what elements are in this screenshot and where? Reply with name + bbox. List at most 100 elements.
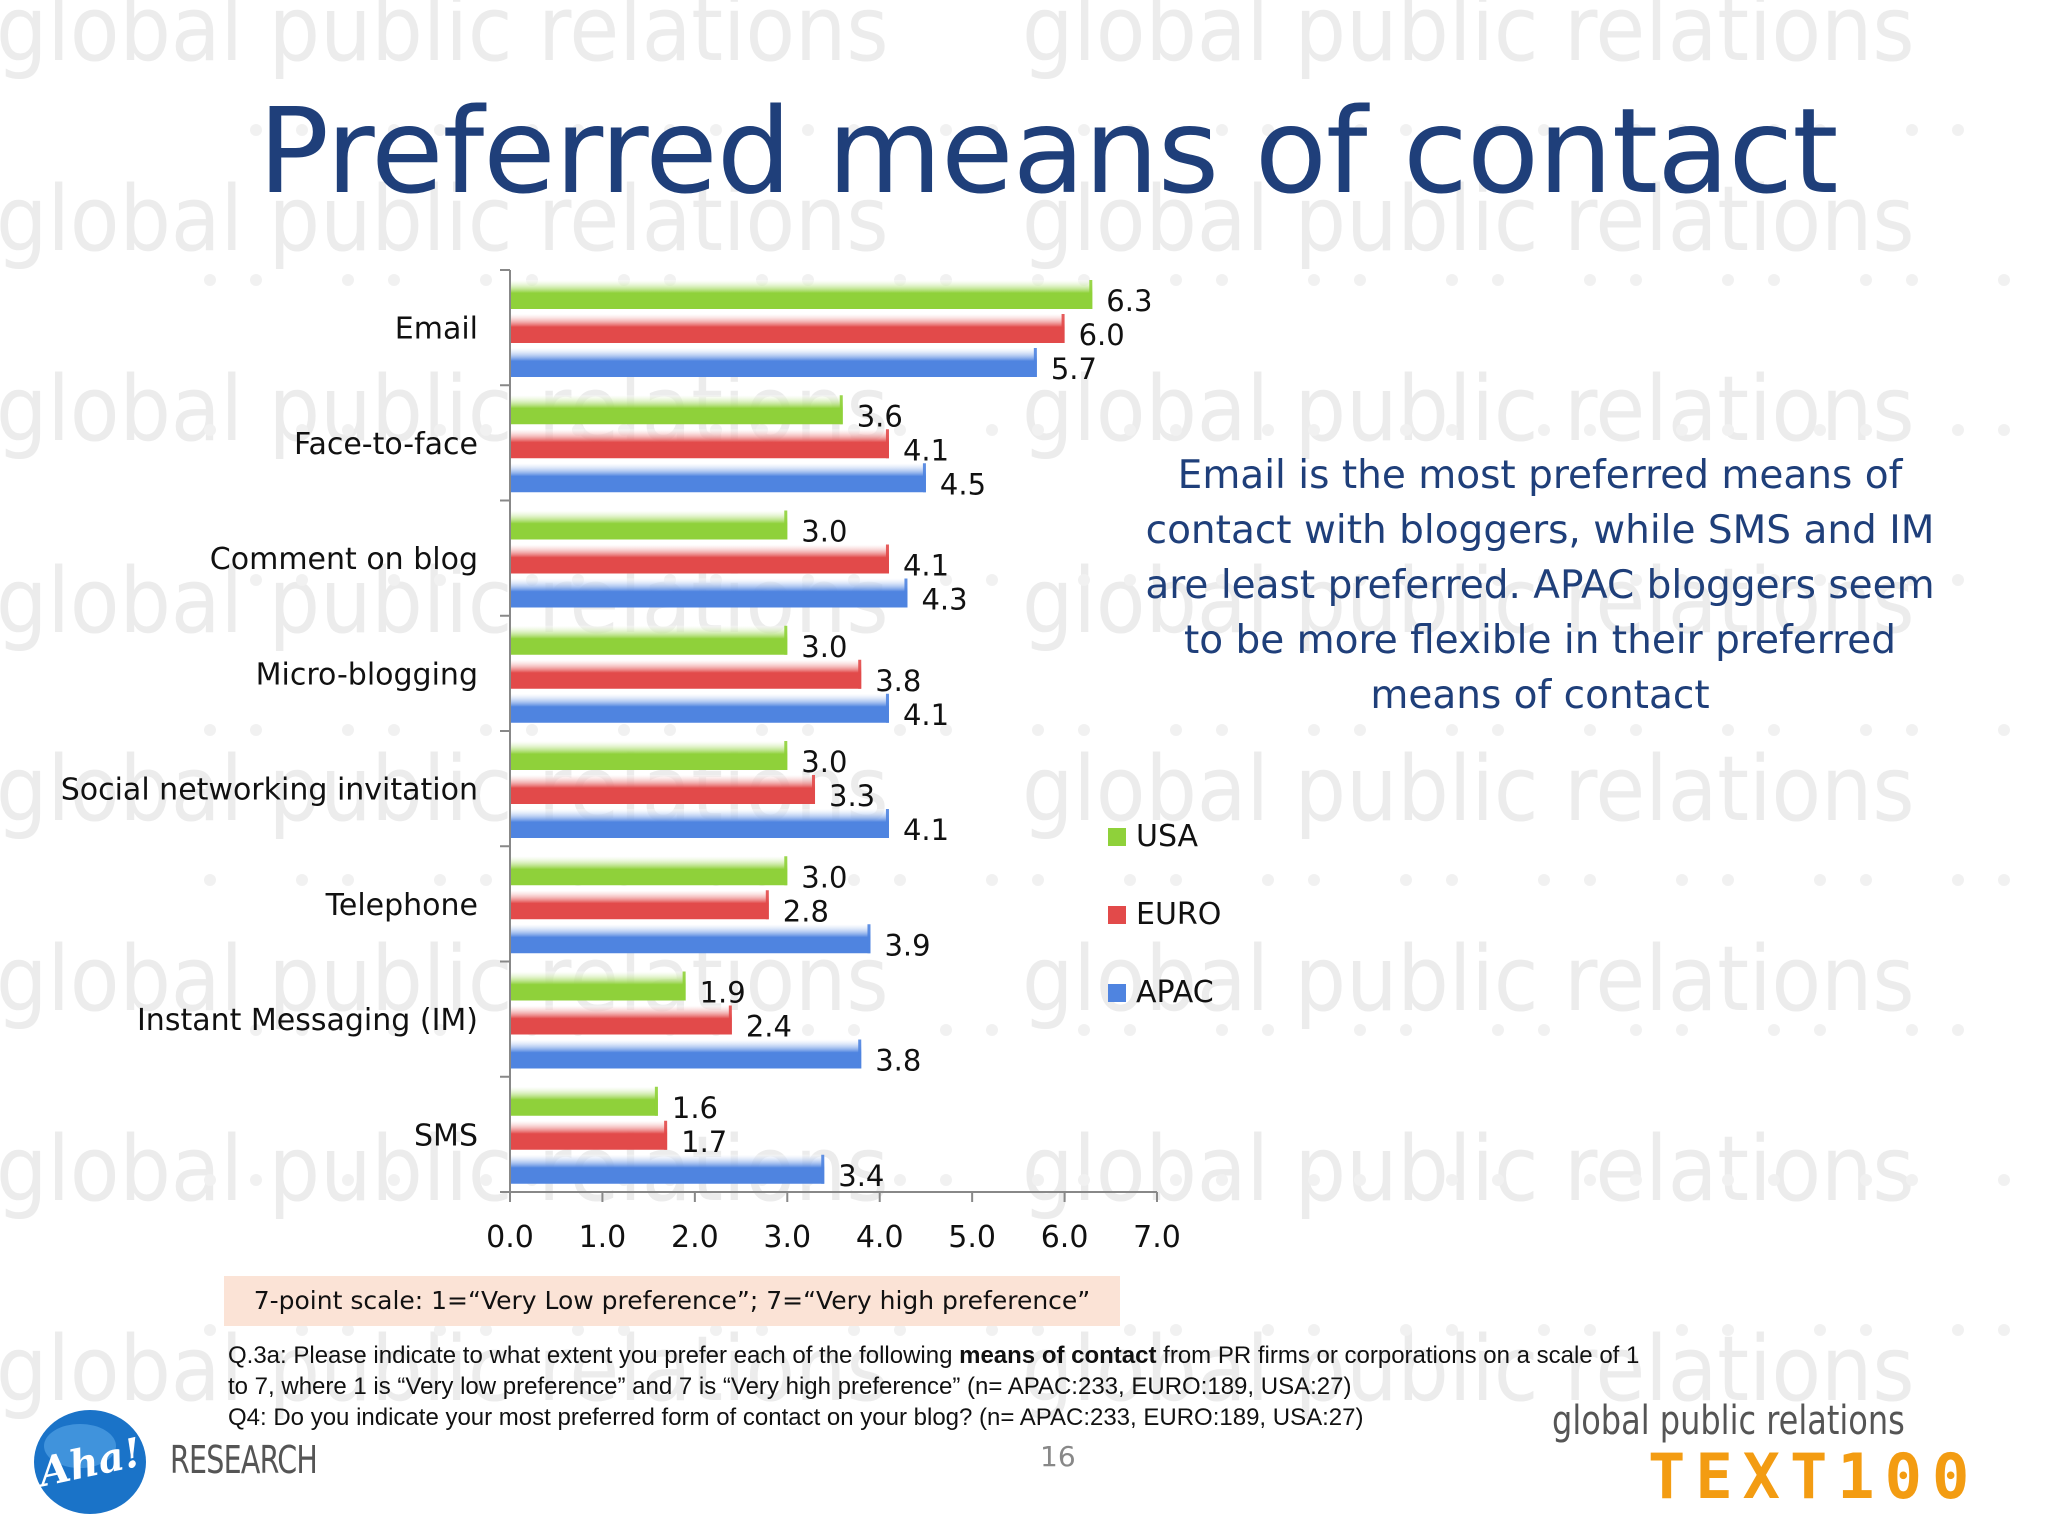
watermark-dot <box>1906 124 1918 136</box>
watermark-dot <box>1170 724 1182 736</box>
value-label: 2.8 <box>783 894 829 928</box>
text100-logo-text: TEXT100 <box>1648 1440 1980 1513</box>
bar-edge <box>885 693 889 723</box>
watermark-dot <box>1262 424 1274 436</box>
watermark-dot <box>894 724 906 736</box>
bar-usa <box>510 395 843 425</box>
watermark-dot <box>1584 724 1596 736</box>
watermark-dot <box>388 574 400 586</box>
watermark-dot <box>802 724 814 736</box>
watermark-dot <box>1860 1174 1872 1186</box>
watermark-dot <box>894 1324 906 1336</box>
category-label: Micro-blogging <box>256 657 478 692</box>
watermark-dot <box>1814 424 1826 436</box>
watermark-dot <box>1538 124 1550 136</box>
watermark-dot <box>1446 424 1458 436</box>
watermark-dot <box>1952 874 1964 886</box>
watermark-dot <box>250 724 262 736</box>
watermark-dot <box>1584 874 1596 886</box>
watermark-dot <box>1078 724 1090 736</box>
watermark-dot <box>1400 1024 1412 1036</box>
bar-edge <box>784 510 788 540</box>
bar-edge <box>1033 348 1037 377</box>
watermark-dot <box>1630 1174 1642 1186</box>
watermark-dot <box>710 1324 722 1336</box>
legend-swatch <box>1108 984 1126 1002</box>
watermark-dot <box>1308 724 1320 736</box>
watermark-dot <box>1906 574 1918 586</box>
x-tick-label: 5.0 <box>948 1220 996 1255</box>
watermark-dot <box>1354 124 1366 136</box>
bar-euro <box>510 890 769 920</box>
watermark-dot <box>710 124 722 136</box>
bar-edge <box>812 775 816 804</box>
watermark-dot <box>894 874 906 886</box>
watermark-text: global public relations <box>1022 0 1915 82</box>
watermark-dot <box>1124 574 1136 586</box>
watermark-dot <box>1354 574 1366 586</box>
bar-edge <box>1089 280 1093 309</box>
value-label: 2.4 <box>746 1010 792 1044</box>
watermark-dot <box>1952 574 1964 586</box>
bar-edge <box>885 809 889 838</box>
watermark-dot <box>204 724 216 736</box>
watermark-dot <box>1998 1324 2010 1336</box>
watermark-dot <box>1814 1324 1826 1336</box>
watermark-dot <box>894 1174 906 1186</box>
value-label: 5.7 <box>1051 352 1097 386</box>
watermark-dot <box>1906 724 1918 736</box>
watermark-text: global public relations <box>0 1317 889 1422</box>
value-label: 3.3 <box>829 779 875 813</box>
watermark-dot <box>940 1174 952 1186</box>
watermark-dot <box>1492 724 1504 736</box>
watermark-dot <box>1124 424 1136 436</box>
page-title: Preferred means of contact <box>258 82 1839 220</box>
watermark-dot <box>1906 1024 1918 1036</box>
watermark-dot <box>1584 274 1596 286</box>
watermark-text: global public relations <box>1022 357 1915 462</box>
category-label: Instant Messaging (IM) <box>137 1003 478 1038</box>
legend-label: EURO <box>1136 897 1221 932</box>
value-label: 4.1 <box>903 549 949 583</box>
watermark-dot <box>204 274 216 286</box>
value-label: 3.0 <box>801 860 847 894</box>
bar-euro <box>510 314 1065 343</box>
watermark-dot <box>986 1024 998 1036</box>
watermark-dot <box>1124 874 1136 886</box>
watermark-text: global public relations <box>0 167 889 272</box>
watermark-dot <box>1998 424 2010 436</box>
watermark-dot <box>1814 574 1826 586</box>
watermark-dot <box>1492 1174 1504 1186</box>
watermark-dot <box>480 274 492 286</box>
watermark-dot <box>1124 1324 1136 1336</box>
bar-edge <box>885 544 889 574</box>
footnote-q4: Q4: Do you indicate your most preferred … <box>228 1404 1364 1431</box>
watermark-dot <box>1952 1024 1964 1036</box>
watermark-dot <box>1538 1324 1550 1336</box>
watermark-dot <box>296 124 308 136</box>
watermark-dot <box>1998 274 2010 286</box>
x-tick-label: 1.0 <box>579 1220 627 1255</box>
bar-edge <box>654 1086 658 1116</box>
watermark-dot <box>296 574 308 586</box>
watermark-dot <box>986 1324 998 1336</box>
bar-apac <box>510 1039 862 1069</box>
watermark-dot <box>480 424 492 436</box>
value-label: 3.4 <box>838 1159 884 1193</box>
watermark-dot <box>572 1324 584 1336</box>
watermark-text: global public relations <box>1022 1317 1915 1422</box>
watermark-dot <box>1170 424 1182 436</box>
value-label: 4.3 <box>921 583 967 617</box>
watermark-dot <box>388 1024 400 1036</box>
watermark-dot <box>940 574 952 586</box>
bar-apac <box>510 809 889 838</box>
legend-label: USA <box>1136 819 1199 854</box>
watermark-dot <box>1216 1024 1228 1036</box>
bar-usa <box>510 625 788 655</box>
watermark-dot <box>1768 274 1780 286</box>
watermark-dot <box>1354 724 1366 736</box>
bar-usa <box>510 1086 658 1116</box>
watermark-dot <box>1170 1174 1182 1186</box>
watermark-dot <box>1952 424 1964 436</box>
